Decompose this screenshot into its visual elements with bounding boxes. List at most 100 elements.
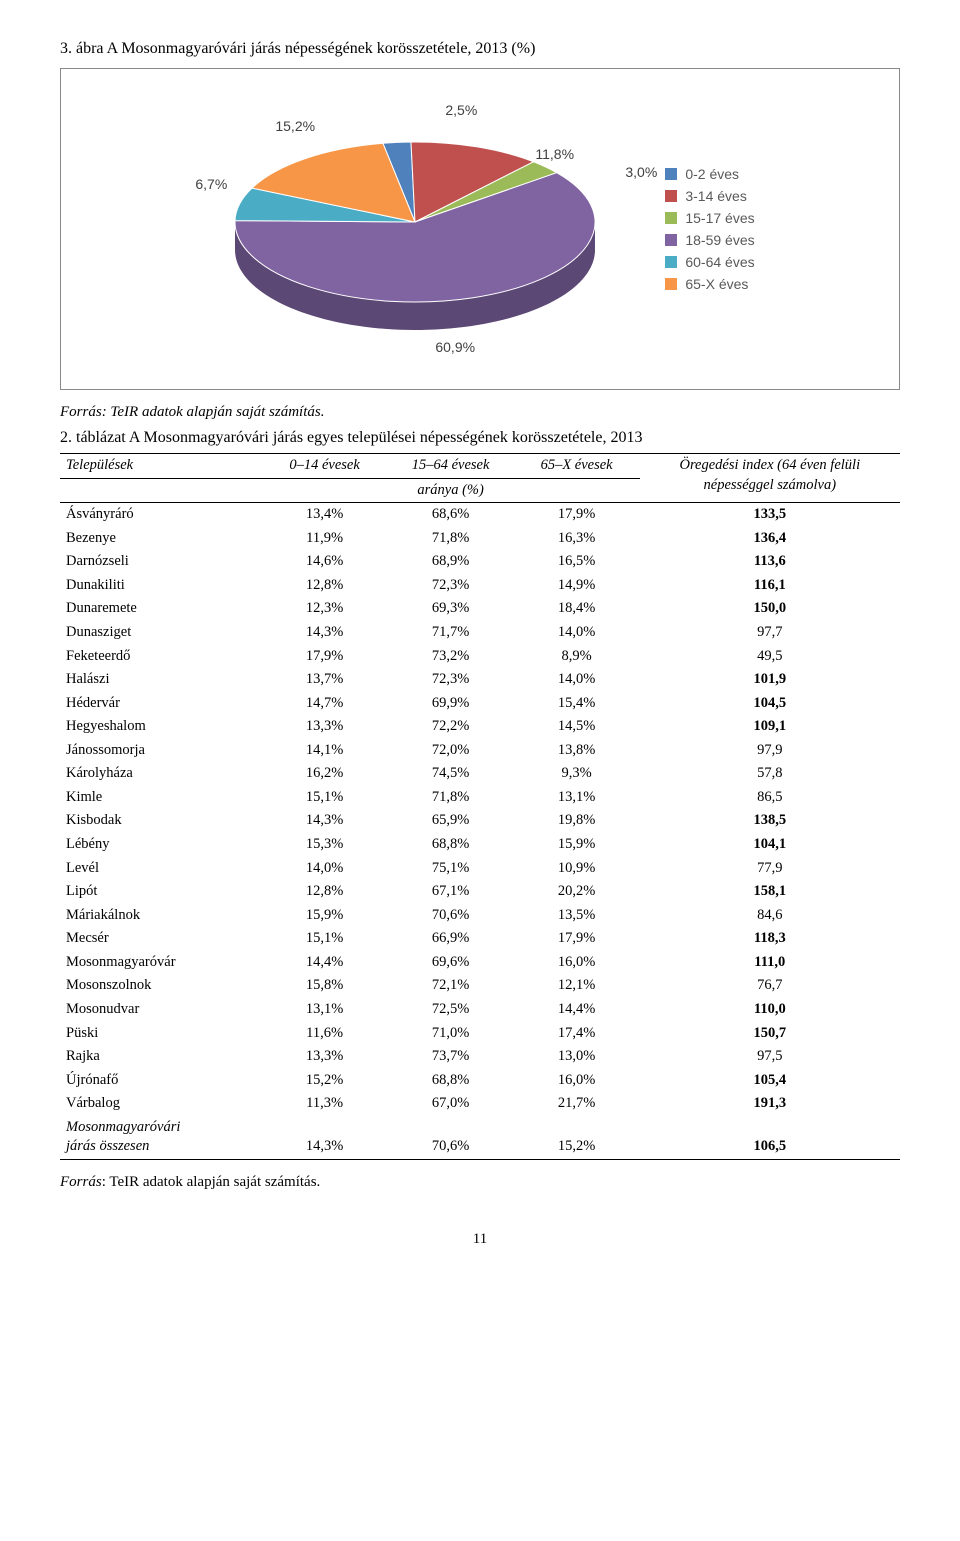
table-cell: 13,4%	[262, 503, 388, 527]
table-cell: 133,5	[640, 503, 900, 527]
table-row: Ásványráró13,4%68,6%17,9%133,5	[60, 503, 900, 527]
table-cell: 10,9%	[514, 857, 640, 881]
table-cell: 14,4%	[262, 951, 388, 975]
table-cell: 13,1%	[262, 998, 388, 1022]
table-cell: Mecsér	[60, 927, 262, 951]
table-cell: 67,1%	[388, 880, 514, 904]
table-cell: Dunaremete	[60, 597, 262, 621]
table-cell: 20,2%	[514, 880, 640, 904]
table-cell: 12,8%	[262, 880, 388, 904]
table-row: Lipót12,8%67,1%20,2%158,1	[60, 880, 900, 904]
table-cell: 18,4%	[514, 597, 640, 621]
table-cell: 12,8%	[262, 574, 388, 598]
table-cell: Levél	[60, 857, 262, 881]
legend-swatch	[665, 168, 677, 180]
table-cell: 70,6%	[388, 904, 514, 928]
table-cell: 15,1%	[262, 927, 388, 951]
table-cell: 68,8%	[388, 833, 514, 857]
table-cell: 14,9%	[514, 574, 640, 598]
table-cell: 15,4%	[514, 692, 640, 716]
pie-chart-container: 2,5%11,8%3,0%60,9%6,7%15,2% 0-2 éves3-14…	[60, 68, 900, 390]
sub-header-label: aránya (%)	[262, 478, 640, 503]
table-cell: 72,3%	[388, 574, 514, 598]
table-cell: 110,0	[640, 998, 900, 1022]
table-cell: 11,6%	[262, 1022, 388, 1046]
table-cell: 16,0%	[514, 1069, 640, 1093]
table-row: Dunakiliti12,8%72,3%14,9%116,1	[60, 574, 900, 598]
table-cell: 69,6%	[388, 951, 514, 975]
table-cell: 105,4	[640, 1069, 900, 1093]
table-cell: 71,7%	[388, 621, 514, 645]
table-cell: Bezenye	[60, 527, 262, 551]
legend-swatch	[665, 256, 677, 268]
table-cell: 15,1%	[262, 786, 388, 810]
pie-slice-label: 60,9%	[435, 339, 475, 355]
table-cell: 17,9%	[262, 645, 388, 669]
table-cell: 77,9	[640, 857, 900, 881]
legend-swatch	[665, 212, 677, 224]
table-row: Rajka13,3%73,7%13,0%97,5	[60, 1045, 900, 1069]
table-cell: 113,6	[640, 550, 900, 574]
table-cell: 73,2%	[388, 645, 514, 669]
table-row: Dunasziget14,3%71,7%14,0%97,7	[60, 621, 900, 645]
table-cell: Várbalog	[60, 1092, 262, 1116]
table-summary-row: Mosonmagyaróvárijárás összesen14,3%70,6%…	[60, 1116, 900, 1160]
chart-legend: 0-2 éves3-14 éves15-17 éves18-59 éves60-…	[665, 160, 754, 298]
table-cell: 15,8%	[262, 974, 388, 998]
table-cell: Mosonmagyaróvárijárás összesen	[60, 1116, 262, 1160]
table-cell: 150,7	[640, 1022, 900, 1046]
table-cell: 13,1%	[514, 786, 640, 810]
table-row: Lébény15,3%68,8%15,9%104,1	[60, 833, 900, 857]
table-cell: 158,1	[640, 880, 900, 904]
table-cell: Jánossomorja	[60, 739, 262, 763]
table-cell: 97,5	[640, 1045, 900, 1069]
col-header: 65–X évesek	[514, 454, 640, 479]
table-cell: 69,3%	[388, 597, 514, 621]
table-row: Bezenye11,9%71,8%16,3%136,4	[60, 527, 900, 551]
table-cell: 104,5	[640, 692, 900, 716]
legend-label: 65-X éves	[685, 276, 748, 292]
table-cell: Lébény	[60, 833, 262, 857]
table-cell: Püski	[60, 1022, 262, 1046]
legend-swatch	[665, 234, 677, 246]
table-cell: Újrónafő	[60, 1069, 262, 1093]
col-header: 0–14 évesek	[262, 454, 388, 479]
table-cell: 11,9%	[262, 527, 388, 551]
legend-item: 0-2 éves	[665, 166, 754, 182]
table-cell: 14,5%	[514, 715, 640, 739]
table-cell: Károlyháza	[60, 762, 262, 786]
table-row: Károlyháza16,2%74,5%9,3%57,8	[60, 762, 900, 786]
legend-label: 15-17 éves	[685, 210, 754, 226]
table-row: Mosonmagyaróvár14,4%69,6%16,0%111,0	[60, 951, 900, 975]
table-cell: 68,9%	[388, 550, 514, 574]
table-cell: 17,4%	[514, 1022, 640, 1046]
table-cell: Feketeerdő	[60, 645, 262, 669]
legend-item: 65-X éves	[665, 276, 754, 292]
table-cell: 21,7%	[514, 1092, 640, 1116]
col-header: Települések	[60, 454, 262, 479]
table-cell: 16,2%	[262, 762, 388, 786]
table-cell: 72,5%	[388, 998, 514, 1022]
table-cell: 14,1%	[262, 739, 388, 763]
table-cell: 84,6	[640, 904, 900, 928]
table-cell: Dunakiliti	[60, 574, 262, 598]
table-row: Kisbodak14,3%65,9%19,8%138,5	[60, 809, 900, 833]
table-cell: 71,0%	[388, 1022, 514, 1046]
legend-label: 60-64 éves	[685, 254, 754, 270]
table-cell: 12,1%	[514, 974, 640, 998]
table-cell: 66,9%	[388, 927, 514, 951]
legend-swatch	[665, 190, 677, 202]
table-cell: 19,8%	[514, 809, 640, 833]
table-cell: Kimle	[60, 786, 262, 810]
table-cell: 13,0%	[514, 1045, 640, 1069]
table-cell: 101,9	[640, 668, 900, 692]
table-row: Jánossomorja14,1%72,0%13,8%97,9	[60, 739, 900, 763]
table-row: Hédervár14,7%69,9%15,4%104,5	[60, 692, 900, 716]
table-cell: 13,5%	[514, 904, 640, 928]
pie-slice-label: 11,8%	[535, 146, 574, 162]
table-cell: 72,1%	[388, 974, 514, 998]
table-cell: 13,3%	[262, 715, 388, 739]
table-cell: Ásványráró	[60, 503, 262, 527]
table-cell: 13,3%	[262, 1045, 388, 1069]
table-cell: 13,8%	[514, 739, 640, 763]
